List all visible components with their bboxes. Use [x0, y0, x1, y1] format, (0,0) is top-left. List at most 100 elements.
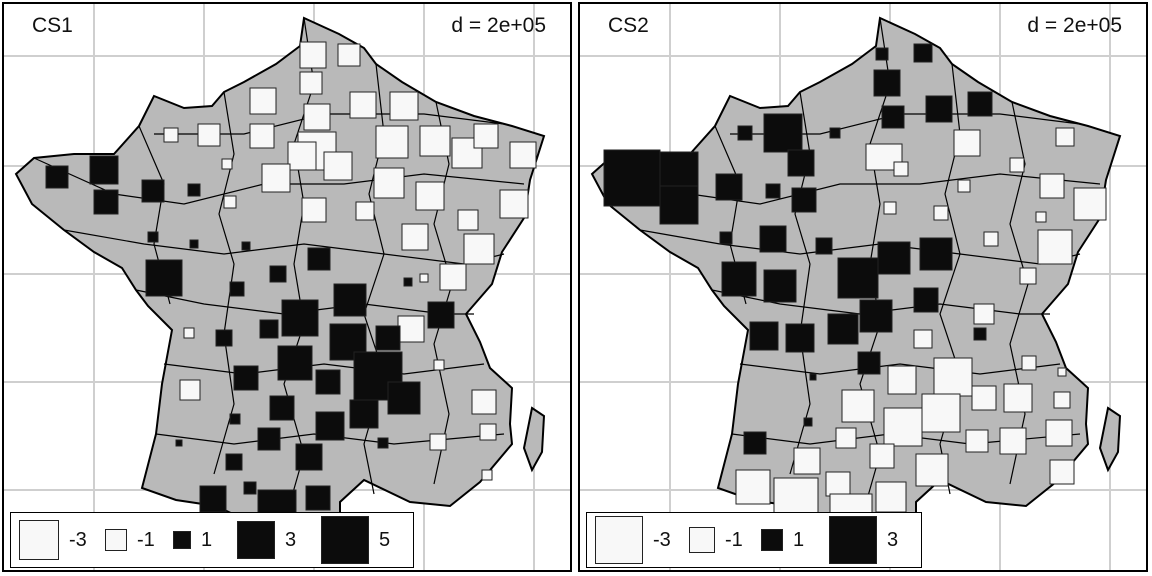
- symbol-square: [337, 43, 361, 67]
- symbol-square: [883, 407, 923, 447]
- symbol-square: [473, 123, 499, 149]
- symbol-square: [281, 299, 319, 337]
- symbol-square: [1019, 267, 1037, 285]
- symbol-square: [141, 179, 165, 203]
- symbol-square: [315, 369, 341, 395]
- symbol-square: [147, 231, 159, 243]
- symbol-square: [373, 167, 405, 199]
- symbol-square: [873, 69, 901, 97]
- symbol-square: [457, 209, 479, 231]
- symbol-square: [509, 141, 537, 169]
- legend-item: 1: [173, 529, 225, 552]
- symbol-square: [659, 151, 699, 191]
- legend-item: -3: [595, 516, 677, 564]
- symbol-square: [829, 127, 841, 139]
- symbol-square: [241, 241, 251, 251]
- symbol-square: [199, 485, 227, 513]
- symbol-square: [603, 149, 661, 207]
- legend-label: 3: [887, 528, 899, 551]
- symbol-square: [1021, 355, 1037, 371]
- legend-item: 3: [829, 516, 911, 564]
- symbol-square: [887, 365, 917, 395]
- symbol-square: [419, 125, 451, 157]
- symbol-square: [397, 315, 425, 343]
- symbol-square: [859, 299, 893, 333]
- symbol-square: [737, 125, 753, 141]
- symbol-square: [349, 91, 377, 119]
- symbol-square: [433, 359, 445, 371]
- legend-square-pos3: [237, 521, 275, 559]
- symbol-square: [261, 163, 291, 193]
- legend-label: 1: [793, 528, 805, 551]
- symbol-square: [877, 241, 911, 275]
- legend-label: 5: [379, 528, 391, 551]
- map-panel-cs2: CS2 d = 2e+05 -3 -1 1 3: [578, 2, 1148, 572]
- symbol-square: [233, 365, 259, 391]
- legend-item: -1: [105, 529, 161, 552]
- symbol-square: [419, 273, 429, 283]
- symbol-square: [837, 257, 879, 299]
- symbol-square: [349, 399, 379, 429]
- symbol-square: [189, 239, 199, 249]
- symbol-square: [415, 181, 445, 211]
- symbol-square: [793, 447, 821, 475]
- legend-square-neg1: [105, 529, 127, 551]
- symbol-square: [881, 105, 905, 129]
- symbol-square: [175, 439, 183, 447]
- symbol-squares: [603, 43, 1107, 537]
- symbol-square: [93, 189, 119, 215]
- symbol-square: [215, 329, 233, 347]
- symbol-square: [913, 43, 933, 63]
- symbol-square: [919, 237, 953, 271]
- map-canvas-cs1: [4, 4, 570, 570]
- symbol-square: [427, 301, 455, 329]
- symbol-square: [249, 87, 277, 115]
- symbol-square: [883, 201, 897, 215]
- symbol-square: [1037, 229, 1073, 265]
- symbol-square: [659, 185, 699, 225]
- legend-item: 5: [321, 516, 403, 564]
- symbol-square: [229, 413, 241, 425]
- symbol-square: [875, 481, 907, 513]
- symbol-square: [179, 379, 201, 401]
- symbol-square: [499, 189, 529, 219]
- symbol-square: [299, 41, 327, 69]
- legend-square-pos1: [761, 529, 783, 551]
- symbol-square: [323, 151, 353, 181]
- symbol-square: [333, 283, 367, 317]
- symbol-square: [765, 183, 781, 199]
- symbol-square: [1057, 367, 1067, 377]
- symbol-square: [187, 183, 201, 197]
- symbol-square: [375, 125, 409, 159]
- symbol-square: [183, 327, 195, 339]
- symbol-square: [439, 263, 467, 291]
- symbol-square: [355, 201, 375, 221]
- symbol-square: [763, 113, 803, 153]
- map-panel-cs1: CS1 d = 2e+05 -3 -1 1 3 5: [2, 2, 572, 572]
- symbol-square: [1009, 157, 1025, 173]
- symbol-square: [229, 281, 245, 297]
- symbol-square: [1035, 211, 1047, 223]
- symbol-square: [389, 91, 419, 121]
- symbol-square: [925, 95, 953, 123]
- symbol-square: [257, 427, 281, 451]
- legend-square-neg1: [689, 527, 715, 553]
- symbol-square: [403, 277, 413, 287]
- legend-item: -3: [19, 520, 93, 560]
- symbol-square: [1039, 173, 1065, 199]
- symbol-square: [835, 427, 857, 449]
- symbol-square: [479, 423, 497, 441]
- symbol-square: [983, 231, 999, 247]
- symbol-square: [315, 411, 345, 441]
- symbol-square: [719, 231, 733, 245]
- symbol-square: [481, 469, 493, 481]
- symbol-square: [715, 173, 743, 201]
- symbol-square: [999, 427, 1027, 455]
- symbol-square: [749, 321, 779, 351]
- symbol-square: [721, 261, 757, 297]
- symbol-square: [973, 327, 987, 341]
- symbol-square: [915, 453, 949, 487]
- legend-square-pos5: [321, 516, 369, 564]
- symbol-square: [1049, 459, 1075, 485]
- symbol-square: [743, 431, 767, 455]
